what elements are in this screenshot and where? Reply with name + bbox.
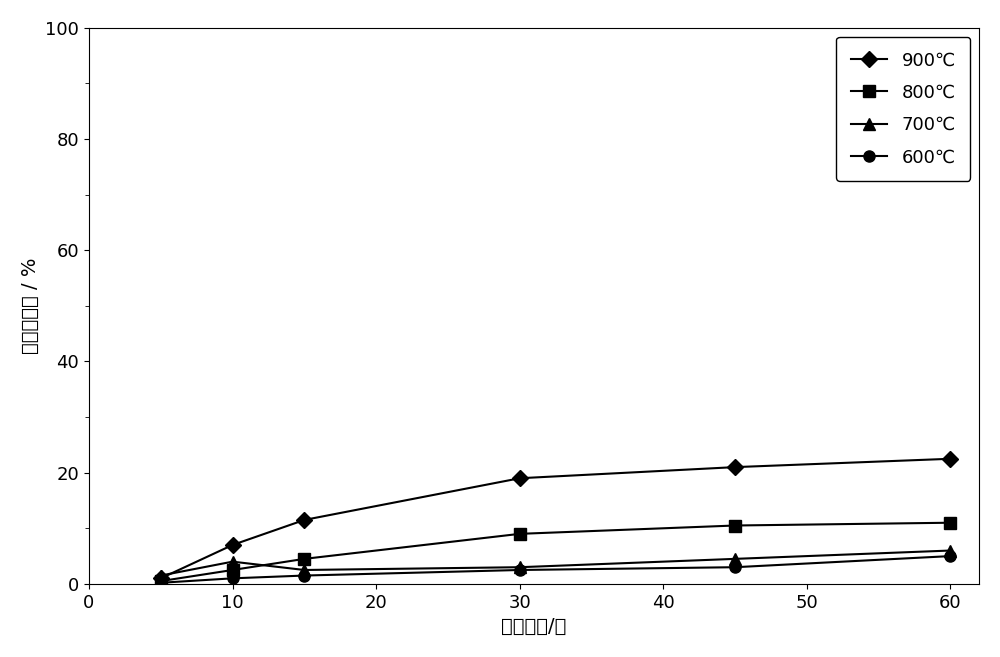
900℃ — [155, 574, 167, 582]
900℃ — [298, 516, 310, 524]
800℃ — [729, 522, 741, 530]
Y-axis label: 反应转化率 / %: 反应转化率 / % — [21, 258, 40, 354]
600℃ — [514, 566, 526, 574]
900℃ — [514, 474, 526, 482]
Line: 900℃: 900℃ — [155, 453, 956, 584]
X-axis label: 反应时间/分: 反应时间/分 — [501, 617, 567, 636]
900℃ — [944, 455, 956, 463]
600℃ — [944, 552, 956, 560]
700℃ — [944, 547, 956, 555]
600℃ — [155, 579, 167, 587]
Legend: 900℃, 800℃, 700℃, 600℃: 900℃, 800℃, 700℃, 600℃ — [836, 37, 970, 181]
Line: 800℃: 800℃ — [155, 517, 956, 587]
800℃ — [227, 566, 239, 574]
800℃ — [944, 519, 956, 527]
800℃ — [298, 555, 310, 563]
800℃ — [155, 577, 167, 585]
600℃ — [227, 574, 239, 582]
Line: 600℃: 600℃ — [155, 551, 956, 588]
700℃ — [298, 566, 310, 574]
700℃ — [155, 572, 167, 579]
700℃ — [227, 558, 239, 566]
Line: 700℃: 700℃ — [155, 545, 956, 581]
700℃ — [729, 555, 741, 563]
900℃ — [227, 541, 239, 549]
700℃ — [514, 563, 526, 571]
600℃ — [298, 572, 310, 579]
600℃ — [729, 563, 741, 571]
900℃ — [729, 463, 741, 471]
800℃ — [514, 530, 526, 538]
